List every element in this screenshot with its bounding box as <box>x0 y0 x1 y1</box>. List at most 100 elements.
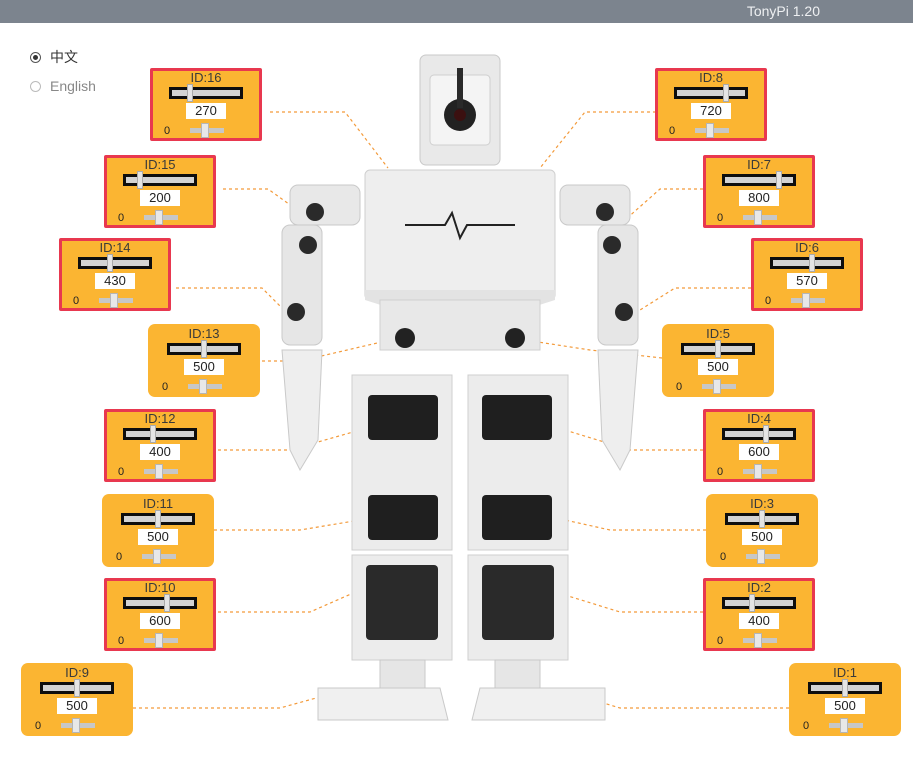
servo-value-field[interactable]: 500 <box>57 698 97 714</box>
servo-panel-id-5[interactable]: ID:5 500 0 <box>662 324 774 397</box>
servo-panel-id-8[interactable]: ID:8 720 0 <box>655 68 767 141</box>
servo-position-slider[interactable] <box>40 679 114 697</box>
slider-handle[interactable] <box>715 340 721 358</box>
servo-position-slider[interactable] <box>722 594 796 612</box>
deviation-slider-handle[interactable] <box>110 293 118 308</box>
deviation-slider-handle[interactable] <box>199 379 207 394</box>
slider-handle[interactable] <box>762 425 769 443</box>
slider-handle[interactable] <box>201 340 207 358</box>
slider-handle[interactable] <box>749 594 756 612</box>
radio-unselected-icon[interactable] <box>30 80 41 92</box>
deviation-slider[interactable] <box>743 633 777 648</box>
servo-panel-id-10[interactable]: ID:10 600 0 <box>104 578 216 651</box>
language-option-english[interactable]: English <box>30 78 96 94</box>
deviation-slider-handle[interactable] <box>754 633 762 648</box>
servo-panel-id-6[interactable]: ID:6 570 0 <box>751 238 863 311</box>
deviation-slider[interactable] <box>746 549 780 564</box>
servo-position-slider[interactable] <box>725 510 799 528</box>
servo-panel-id-3[interactable]: ID:3 500 0 <box>706 494 818 567</box>
servo-position-slider[interactable] <box>123 594 197 612</box>
servo-position-slider[interactable] <box>167 340 241 358</box>
deviation-slider-handle[interactable] <box>72 718 80 733</box>
deviation-slider[interactable] <box>695 123 729 138</box>
deviation-slider-handle[interactable] <box>201 123 209 138</box>
deviation-slider[interactable] <box>144 210 178 225</box>
servo-value-field[interactable]: 200 <box>140 190 180 206</box>
slider-handle[interactable] <box>155 510 161 528</box>
servo-panel-id-14[interactable]: ID:14 430 0 <box>59 238 171 311</box>
servo-value-field[interactable]: 720 <box>691 103 731 119</box>
servo-value-field[interactable]: 500 <box>742 529 782 545</box>
servo-value-field[interactable]: 570 <box>787 273 827 289</box>
deviation-slider[interactable] <box>144 633 178 648</box>
slider-handle[interactable] <box>808 254 815 272</box>
deviation-slider-handle[interactable] <box>840 718 848 733</box>
deviation-slider[interactable] <box>61 718 95 733</box>
deviation-slider-handle[interactable] <box>153 549 161 564</box>
deviation-slider-handle[interactable] <box>802 293 810 308</box>
deviation-slider-handle[interactable] <box>155 210 163 225</box>
slider-handle[interactable] <box>842 679 848 697</box>
deviation-slider[interactable] <box>99 293 133 308</box>
slider-handle[interactable] <box>776 171 783 189</box>
deviation-slider[interactable] <box>791 293 825 308</box>
deviation-slider[interactable] <box>190 123 224 138</box>
deviation-slider-handle[interactable] <box>757 549 765 564</box>
servo-value-field[interactable]: 800 <box>739 190 779 206</box>
servo-panel-id-11[interactable]: ID:11 500 0 <box>102 494 214 567</box>
servo-panel-id-13[interactable]: ID:13 500 0 <box>148 324 260 397</box>
servo-value-field[interactable]: 400 <box>140 444 180 460</box>
servo-panel-id-1[interactable]: ID:1 500 0 <box>789 663 901 736</box>
deviation-slider-handle[interactable] <box>155 464 163 479</box>
radio-selected-icon[interactable] <box>30 51 41 63</box>
servo-position-slider[interactable] <box>674 84 748 102</box>
servo-value-field[interactable]: 600 <box>140 613 180 629</box>
deviation-slider-handle[interactable] <box>754 464 762 479</box>
servo-value-field[interactable]: 270 <box>186 103 226 119</box>
deviation-slider[interactable] <box>188 379 222 394</box>
servo-position-slider[interactable] <box>123 425 197 443</box>
servo-value-field[interactable]: 600 <box>739 444 779 460</box>
deviation-slider[interactable] <box>743 210 777 225</box>
servo-position-slider[interactable] <box>722 425 796 443</box>
deviation-slider[interactable] <box>702 379 736 394</box>
servo-panel-id-16[interactable]: ID:16 270 0 <box>150 68 262 141</box>
deviation-slider-handle[interactable] <box>754 210 762 225</box>
deviation-slider[interactable] <box>144 464 178 479</box>
servo-value-field[interactable]: 430 <box>95 273 135 289</box>
servo-position-slider[interactable] <box>78 254 152 272</box>
slider-handle[interactable] <box>136 171 143 189</box>
deviation-slider[interactable] <box>743 464 777 479</box>
servo-position-slider[interactable] <box>123 171 197 189</box>
slider-handle[interactable] <box>759 510 765 528</box>
deviation-slider-handle[interactable] <box>155 633 163 648</box>
servo-position-slider[interactable] <box>681 340 755 358</box>
servo-position-slider[interactable] <box>121 510 195 528</box>
deviation-slider-handle[interactable] <box>706 123 714 138</box>
servo-value-field[interactable]: 500 <box>698 359 738 375</box>
slider-handle[interactable] <box>722 84 729 102</box>
servo-position-slider[interactable] <box>722 171 796 189</box>
language-option-chinese[interactable]: 中文 <box>30 47 78 67</box>
slider-handle[interactable] <box>187 84 194 102</box>
slider-handle[interactable] <box>150 425 157 443</box>
slider-handle[interactable] <box>74 679 80 697</box>
servo-position-slider[interactable] <box>808 679 882 697</box>
servo-panel-id-7[interactable]: ID:7 800 0 <box>703 155 815 228</box>
deviation-slider[interactable] <box>829 718 863 733</box>
servo-panel-id-2[interactable]: ID:2 400 0 <box>703 578 815 651</box>
servo-panel-id-15[interactable]: ID:15 200 0 <box>104 155 216 228</box>
slider-handle[interactable] <box>163 594 170 612</box>
slider-handle[interactable] <box>107 254 114 272</box>
servo-panel-id-4[interactable]: ID:4 600 0 <box>703 409 815 482</box>
servo-panel-id-12[interactable]: ID:12 400 0 <box>104 409 216 482</box>
servo-value-field[interactable]: 500 <box>184 359 224 375</box>
deviation-slider[interactable] <box>142 549 176 564</box>
servo-panel-id-9[interactable]: ID:9 500 0 <box>21 663 133 736</box>
servo-value-field[interactable]: 500 <box>138 529 178 545</box>
deviation-slider-handle[interactable] <box>713 379 721 394</box>
servo-value-field[interactable]: 500 <box>825 698 865 714</box>
servo-position-slider[interactable] <box>770 254 844 272</box>
servo-position-slider[interactable] <box>169 84 243 102</box>
servo-value-field[interactable]: 400 <box>739 613 779 629</box>
